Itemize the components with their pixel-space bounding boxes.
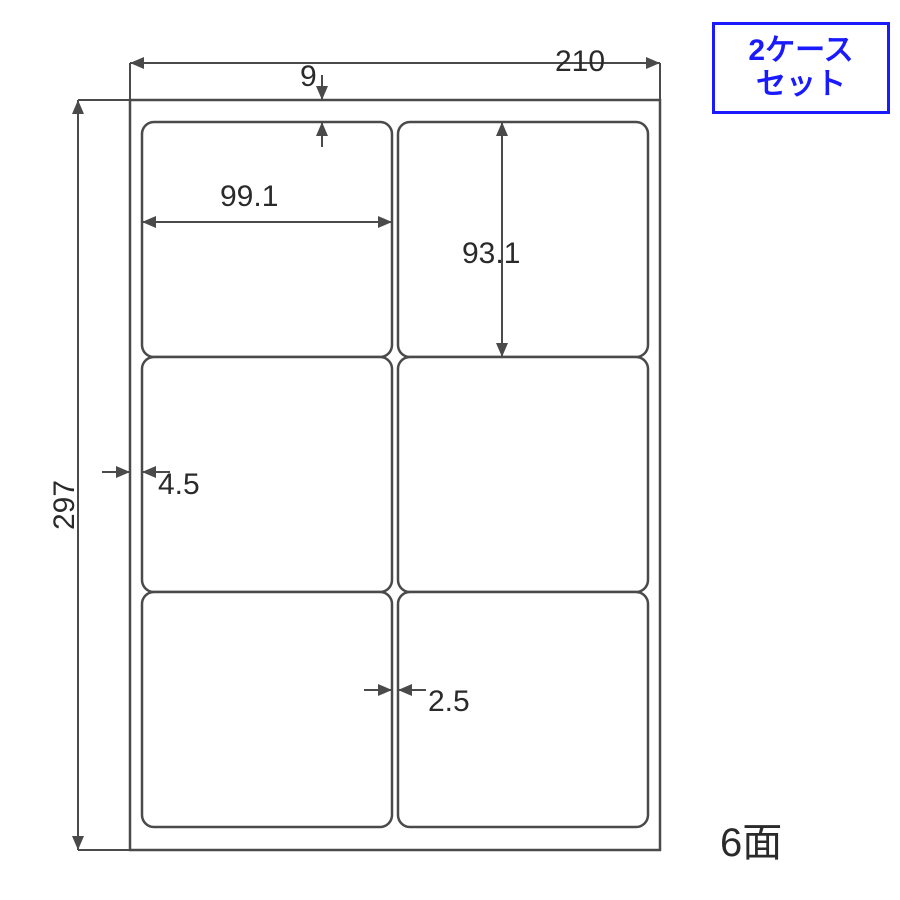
dim-page-width: 210 bbox=[555, 45, 605, 79]
footer-faces: 6面 bbox=[720, 810, 782, 868]
dim-cell-height: 93.1 bbox=[462, 237, 520, 271]
diagram-svg bbox=[0, 0, 900, 900]
dim-col-gap: 2.5 bbox=[428, 685, 470, 719]
dim-left-margin: 4.5 bbox=[158, 468, 200, 502]
badge-line1: 2ケース bbox=[748, 34, 853, 69]
set-badge: 2ケース セット bbox=[712, 22, 890, 114]
dim-cell-width: 99.1 bbox=[220, 180, 278, 214]
dim-page-height: 297 bbox=[48, 480, 82, 530]
dim-top-margin: 9 bbox=[300, 60, 317, 94]
diagram-stage: 210 297 9 99.1 93.1 4.5 2.5 6面 2ケース セット bbox=[0, 0, 900, 900]
badge-line2: セット bbox=[756, 68, 846, 103]
